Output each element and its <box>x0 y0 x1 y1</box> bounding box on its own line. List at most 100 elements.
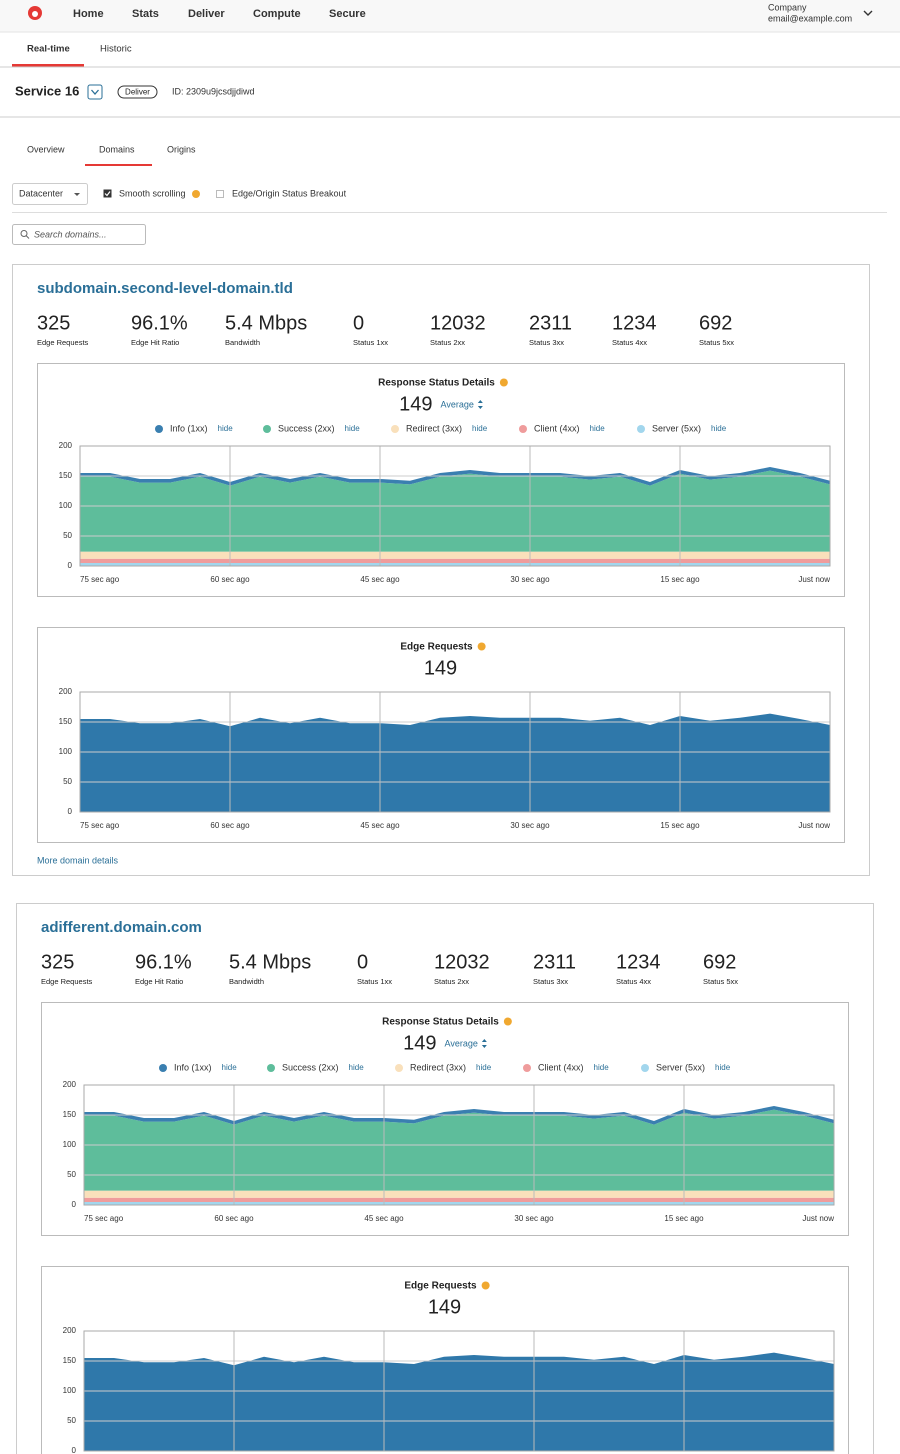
summary-mode[interactable]: Average <box>445 1038 478 1048</box>
stat-value: 96.1% <box>131 312 188 334</box>
x-tick-label: 15 sec ago <box>664 1214 704 1223</box>
area <box>84 1190 834 1198</box>
email[interactable]: email@example.com <box>768 13 852 23</box>
y-tick-label: 50 <box>63 777 72 786</box>
tab-underline <box>12 64 84 67</box>
subtab[interactable]: Overview <box>27 144 65 154</box>
info-icon[interactable] <box>481 1281 490 1290</box>
badge <box>117 85 158 99</box>
area <box>84 1106 834 1125</box>
stat-value: 5.4 Mbps <box>225 312 307 334</box>
legend-hide[interactable]: hide <box>345 424 361 433</box>
legend-hide[interactable]: hide <box>594 1063 610 1072</box>
stat-label: Edge Hit Ratio <box>131 338 179 347</box>
legend-hide[interactable]: hide <box>590 424 606 433</box>
company[interactable]: Company <box>768 2 807 12</box>
stat-label: Status 5xx <box>703 977 738 986</box>
subtab[interactable]: Origins <box>167 144 196 154</box>
summary-value: 149 <box>424 657 457 679</box>
legend-label: Client (4xx) <box>538 1062 584 1072</box>
service-id: ID: 2309u9jcsdjjdiwd <box>172 86 255 96</box>
x-tick-label: Just now <box>798 821 830 830</box>
y-tick-label: 100 <box>59 501 73 510</box>
y-tick-label: 50 <box>67 1416 76 1425</box>
legend-hide[interactable]: hide <box>476 1063 492 1072</box>
x-tick-label: Just now <box>802 1214 834 1223</box>
checkbox[interactable] <box>216 190 224 198</box>
logo-inner <box>32 11 38 17</box>
stat-value: 692 <box>699 312 732 334</box>
domain-name[interactable]: adifferent.domain.com <box>41 919 202 936</box>
area <box>84 1352 834 1451</box>
area-chart: 0 50 100 150 200 75 sec ago 60 sec ago 45 sec a… <box>59 687 831 830</box>
legend-label: Success (2xx) <box>282 1062 339 1072</box>
plot-frame <box>79 691 831 813</box>
legend-label: Redirect (3xx) <box>406 423 462 433</box>
area <box>80 713 830 812</box>
search-box[interactable] <box>12 224 146 245</box>
checkbox[interactable] <box>103 189 112 198</box>
chart-title: Edge Requests <box>404 1281 477 1292</box>
legend-label: Server (5xx) <box>652 423 701 433</box>
y-tick-label: 0 <box>68 561 73 570</box>
legend-hide[interactable]: hide <box>218 424 234 433</box>
service-name: Service 16 <box>15 83 79 98</box>
legend-swatch <box>155 425 163 433</box>
y-tick-label: 0 <box>68 807 73 816</box>
area <box>80 467 830 486</box>
legend-hide[interactable]: hide <box>711 424 727 433</box>
stat-label: Bandwidth <box>229 977 264 986</box>
badge-text: Deliver <box>125 88 150 97</box>
y-tick-label: 200 <box>59 687 73 696</box>
chart-title: Response Status Details <box>382 1017 499 1028</box>
chevron[interactable] <box>863 10 873 16</box>
legend-swatch <box>519 425 527 433</box>
legend-swatch <box>263 425 271 433</box>
x-tick-label: 30 sec ago <box>514 1214 554 1223</box>
x-tick-label: 75 sec ago <box>84 1214 124 1223</box>
x-tick-label: 75 sec ago <box>80 821 120 830</box>
legend-swatch <box>391 425 399 433</box>
checkbox-label: Smooth scrolling <box>119 188 186 198</box>
nav-item[interactable]: Compute <box>253 8 301 20</box>
legend-hide[interactable]: hide <box>222 1063 238 1072</box>
caret <box>74 193 80 196</box>
checkbox-label: Edge/Origin Status Breakout <box>232 188 347 198</box>
stat-label: Status 1xx <box>353 338 388 347</box>
info-icon[interactable] <box>499 378 508 387</box>
nav-item[interactable]: Stats <box>132 8 159 20</box>
tab[interactable]: Real-time <box>27 44 70 55</box>
area <box>80 558 830 563</box>
chart-title: Response Status Details <box>378 378 495 389</box>
x-tick-label: 60 sec ago <box>210 821 250 830</box>
domain-name[interactable]: subdomain.second-level-domain.tld <box>37 280 293 297</box>
info-icon[interactable] <box>192 190 200 198</box>
service-dropdown[interactable] <box>87 84 103 100</box>
datacenter-select[interactable] <box>12 183 88 205</box>
stat-value: 1234 <box>612 312 657 334</box>
stat-label: Status 2xx <box>430 338 465 347</box>
nav-item[interactable]: Secure <box>329 8 366 20</box>
nav-item[interactable]: Deliver <box>188 8 225 20</box>
y-tick-label: 100 <box>63 1386 77 1395</box>
x-tick-label: 15 sec ago <box>660 575 700 584</box>
info-icon[interactable] <box>503 1017 512 1026</box>
legend-hide[interactable]: hide <box>349 1063 365 1072</box>
summary-value: 149 <box>428 1296 461 1318</box>
nav-item[interactable]: Home <box>73 8 104 20</box>
legend-hide[interactable]: hide <box>472 424 488 433</box>
subtab[interactable]: Domains <box>99 144 135 154</box>
stat-label: Edge Requests <box>41 977 93 986</box>
tab[interactable]: Historic <box>100 44 132 55</box>
x-tick-label: 60 sec ago <box>210 575 250 584</box>
info-icon[interactable] <box>477 642 486 651</box>
legend-hide[interactable]: hide <box>715 1063 731 1072</box>
y-tick-label: 150 <box>63 1356 77 1365</box>
x-tick-label: 30 sec ago <box>510 821 550 830</box>
summary-mode[interactable]: Average <box>441 399 474 409</box>
area <box>80 551 830 559</box>
summary-value: 149 <box>403 1032 436 1054</box>
search-icon <box>20 230 28 237</box>
more-link[interactable]: More domain details <box>37 855 119 865</box>
stat-value: 325 <box>41 951 74 973</box>
